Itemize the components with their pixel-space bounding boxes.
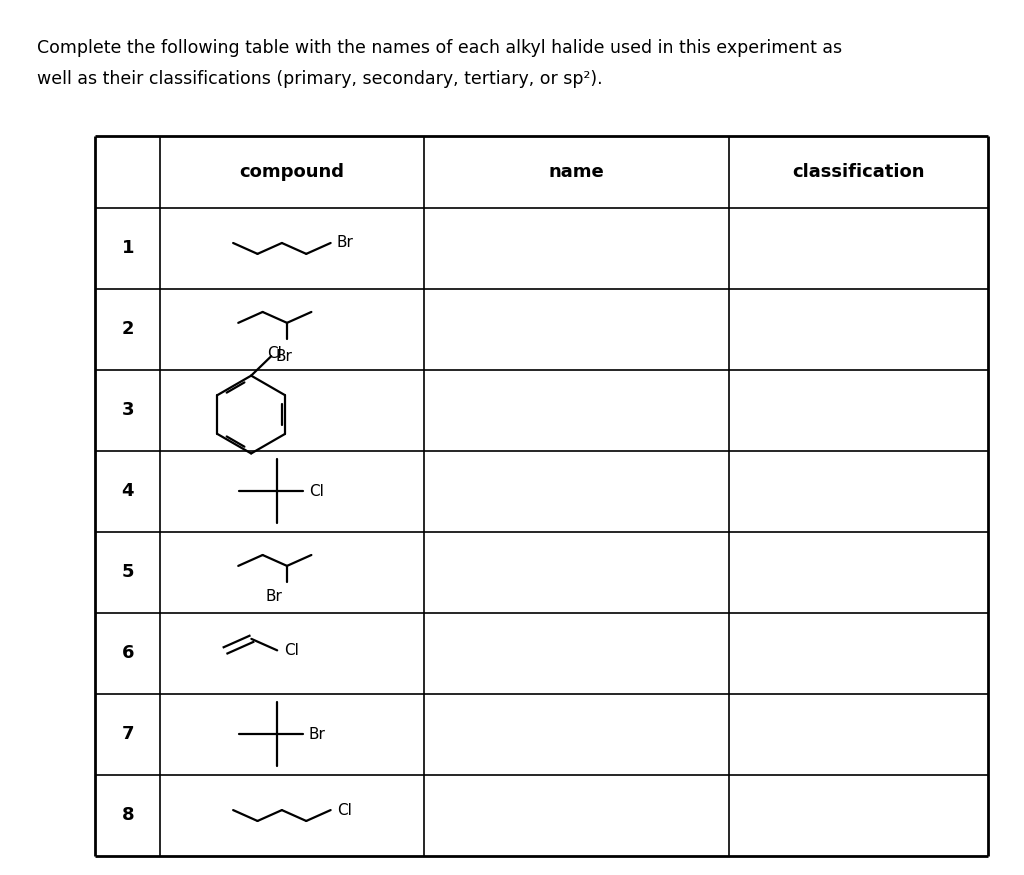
Text: 4: 4 [122,482,134,500]
Text: 3: 3 [122,401,134,419]
Text: 5: 5 [122,564,134,581]
Text: Br: Br [308,727,326,742]
Text: 2: 2 [122,320,134,338]
Text: Br: Br [337,235,353,250]
Text: Br: Br [265,589,283,604]
Text: 7: 7 [122,725,134,743]
Text: well as their classifications (primary, secondary, tertiary, or sp²).: well as their classifications (primary, … [37,70,602,88]
Text: compound: compound [240,163,345,180]
Text: Complete the following table with the names of each alkyl halide used in this ex: Complete the following table with the na… [37,39,842,58]
Text: 1: 1 [122,239,134,257]
Text: classification: classification [793,163,925,180]
Text: Br: Br [275,348,292,364]
Text: Cl: Cl [267,346,283,360]
Text: Cl: Cl [308,484,324,499]
Text: name: name [549,163,604,180]
Text: Cl: Cl [337,802,351,817]
Text: 6: 6 [122,644,134,662]
Text: 8: 8 [122,806,134,824]
Text: Cl: Cl [285,643,299,658]
